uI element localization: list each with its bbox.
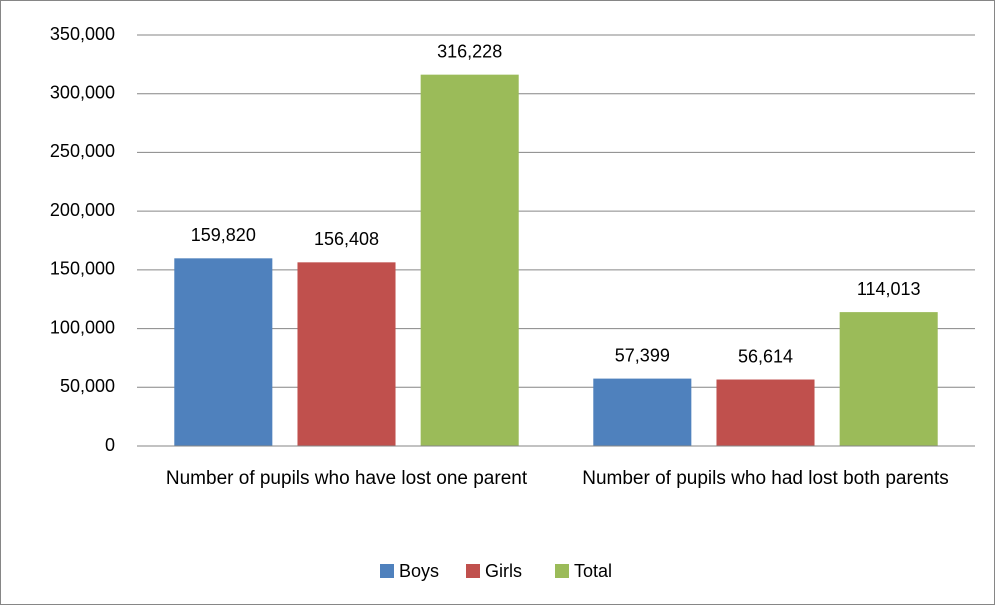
legend-swatch <box>466 564 480 578</box>
y-tick-label: 300,000 <box>50 82 115 102</box>
y-tick-label: 350,000 <box>50 24 115 44</box>
y-tick-label: 100,000 <box>50 317 115 337</box>
data-label: 156,408 <box>314 229 379 249</box>
legend-swatch <box>555 564 569 578</box>
bar <box>174 258 273 446</box>
y-tick-label: 250,000 <box>50 141 115 161</box>
y-tick-label: 0 <box>105 435 115 455</box>
legend-label: Girls <box>485 561 522 581</box>
data-label: 114,013 <box>857 279 921 299</box>
data-label: 56,614 <box>738 346 793 366</box>
legend-label: Boys <box>399 561 439 581</box>
data-label: 316,228 <box>437 41 502 61</box>
bar <box>420 74 519 447</box>
bar <box>297 262 396 446</box>
data-label: 159,820 <box>191 225 256 245</box>
legend-swatch <box>380 564 394 578</box>
bar <box>716 379 815 446</box>
bar <box>593 378 692 446</box>
y-tick-label: 150,000 <box>50 259 115 279</box>
bar <box>839 312 938 446</box>
y-tick-label: 200,000 <box>50 200 115 220</box>
y-tick-label: 50,000 <box>60 376 115 396</box>
x-tick-label: Number of pupils who have lost one paren… <box>165 468 528 489</box>
x-tick-label: Number of pupils who had lost both paren… <box>582 468 949 489</box>
legend-label: Total <box>574 561 612 581</box>
data-label: 57,399 <box>615 345 670 365</box>
